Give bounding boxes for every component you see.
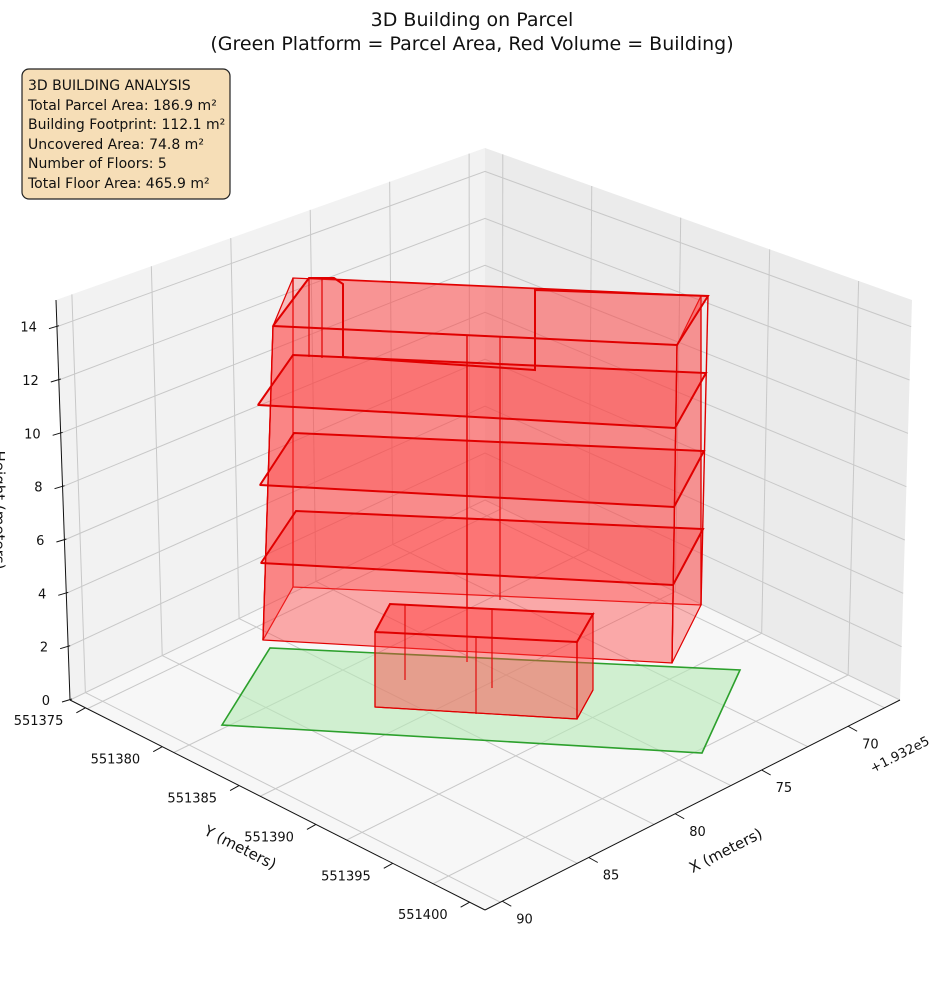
z-axis-ticks: 0 2 4 6 8 10 12 14 bbox=[20, 321, 73, 709]
parcel-platform bbox=[220, 647, 742, 754]
info-line-footprint: Building Footprint: 112.1 m² bbox=[28, 117, 225, 133]
z-tick-mark bbox=[48, 325, 60, 330]
y-tick-mark bbox=[460, 901, 470, 908]
z-tick-label: 6 bbox=[36, 534, 44, 549]
chart-title: 3D Building on Parcel bbox=[371, 9, 574, 31]
x-tick-label: 90 bbox=[516, 912, 533, 927]
x-grid-line-wall bbox=[847, 280, 860, 676]
y-grid-line-floor bbox=[161, 655, 578, 864]
y-grid-line-wall bbox=[389, 181, 394, 545]
z-tick-label: 14 bbox=[20, 321, 37, 336]
z-tick-label: 8 bbox=[34, 481, 42, 496]
parcel-polygon bbox=[220, 647, 742, 754]
y-tick-label: 551385 bbox=[167, 792, 217, 807]
annex-top-outline bbox=[374, 602, 595, 644]
y-tick-mark bbox=[76, 707, 86, 714]
x-tick-label: 75 bbox=[776, 781, 793, 796]
info-box: 3D BUILDING ANALYSIS Total Parcel Area: … bbox=[21, 68, 231, 200]
z-tick-mark bbox=[54, 485, 65, 490]
building-volume bbox=[256, 277, 710, 720]
y-grid-line-wall bbox=[309, 209, 317, 582]
building-left-front-edge bbox=[262, 325, 274, 641]
z-axis-label: Height (meters) bbox=[0, 451, 8, 570]
grid-lines bbox=[56, 153, 912, 903]
y-tick-mark bbox=[306, 824, 317, 830]
x-tick-mark bbox=[588, 857, 598, 863]
y-grid-line-wall bbox=[230, 238, 240, 619]
y-grid-line-floor bbox=[392, 543, 808, 748]
z-tick-label: 2 bbox=[40, 641, 48, 656]
building-top-outline bbox=[272, 277, 710, 372]
x-grid-line-wall bbox=[761, 249, 771, 634]
chart-subtitle: (Green Platform = Parcel Area, Red Volum… bbox=[210, 33, 733, 55]
info-line-floors: Number of Floors: 5 bbox=[28, 156, 167, 172]
axis-lines bbox=[55, 299, 901, 911]
x-tick-label: 80 bbox=[689, 825, 706, 840]
z-tick-mark bbox=[56, 538, 67, 543]
z-axis-line bbox=[55, 299, 71, 701]
x-tick-mark bbox=[674, 813, 685, 820]
z-tick-mark bbox=[61, 698, 73, 703]
z-tick-label: 4 bbox=[38, 587, 46, 602]
x-grid-line-floor bbox=[432, 674, 849, 885]
x-grid-line-floor bbox=[87, 507, 503, 710]
x-grid-line-wall bbox=[501, 154, 504, 509]
x-axis-line bbox=[484, 699, 901, 911]
info-line-parcel-area: Total Parcel Area: 186.9 m² bbox=[27, 98, 217, 114]
y-tick-label: 551375 bbox=[14, 714, 64, 729]
building-right-back-edge bbox=[700, 295, 709, 606]
x-tick-mark bbox=[502, 900, 512, 907]
z-tick-mark bbox=[59, 645, 71, 650]
info-line-floor-area: Total Floor Area: 465.9 m² bbox=[27, 176, 210, 192]
x-tick-label: 70 bbox=[862, 737, 879, 752]
z-tick-label: 0 bbox=[42, 694, 50, 709]
z-tick-mark bbox=[50, 378, 61, 383]
y-tick-mark bbox=[383, 862, 394, 869]
x-axis-ticks: 70 75 80 85 90 bbox=[502, 725, 879, 927]
y-grid-line-floor bbox=[85, 692, 501, 903]
info-line-uncovered: Uncovered Area: 74.8 m² bbox=[28, 137, 204, 153]
building-right-front-edge bbox=[671, 344, 678, 664]
y-grid-line-wall bbox=[71, 294, 86, 693]
x-tick-label: 85 bbox=[603, 869, 620, 884]
z-tick-mark bbox=[52, 431, 63, 436]
y-grid-line-wall bbox=[468, 153, 471, 508]
info-heading: 3D BUILDING ANALYSIS bbox=[28, 78, 191, 94]
y-grid-line-wall bbox=[150, 266, 163, 656]
y-axis-label: Y (meters) bbox=[200, 821, 279, 873]
y-tick-mark bbox=[152, 746, 163, 753]
y-tick-label: 551390 bbox=[244, 830, 294, 845]
z-tick-mark bbox=[58, 591, 69, 596]
z-tick-label: 10 bbox=[24, 427, 41, 442]
x-grid-line-wall bbox=[674, 217, 682, 592]
y-axis-ticks: 551375 551380 551385 551390 551395 551400 bbox=[14, 707, 470, 923]
x-tick-mark bbox=[761, 769, 771, 776]
x-tick-mark bbox=[847, 725, 858, 732]
y-axis-line bbox=[69, 699, 486, 911]
y-grid-line-floor bbox=[469, 506, 885, 709]
right-pane bbox=[485, 148, 912, 700]
y-tick-label: 551395 bbox=[321, 869, 371, 884]
y-tick-mark bbox=[229, 785, 240, 791]
y-tick-label: 551400 bbox=[398, 908, 448, 923]
info-box-background bbox=[21, 68, 231, 200]
y-tick-label: 551380 bbox=[91, 753, 141, 768]
z-tick-label: 12 bbox=[22, 374, 39, 389]
